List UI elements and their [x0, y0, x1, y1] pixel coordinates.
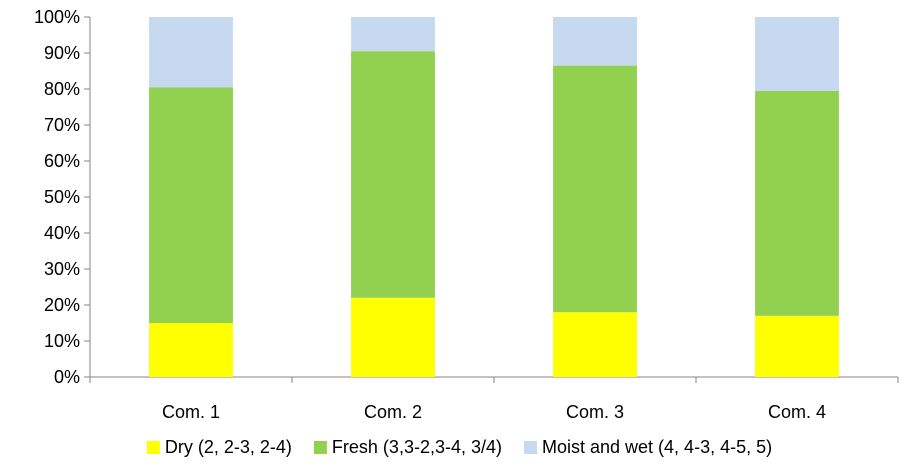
- y-tick-label: 40%: [44, 223, 80, 243]
- legend-swatch: [146, 441, 160, 454]
- y-axis: 0% 10% 20% 30% 40% 50% 60% 70% 80% 90% 100%: [34, 7, 91, 387]
- y-tick-label: 30%: [44, 259, 80, 279]
- bar-segment-series-2-cat-2: [351, 51, 435, 298]
- bar-segment-series-1-cat-4: [755, 315, 839, 377]
- x-tick-label: Com. 2: [364, 402, 422, 422]
- bar-segment-series-3-cat-3: [553, 17, 637, 66]
- bar-segment-series-3-cat-4: [755, 17, 839, 91]
- y-tick-label: 80%: [44, 79, 80, 99]
- y-tick-label: 50%: [44, 187, 80, 207]
- y-tick-label: 60%: [44, 151, 80, 171]
- legend-item-2: Fresh (3,3-2,3-4, 3/4): [313, 437, 502, 457]
- y-tick-label: 20%: [44, 295, 80, 315]
- legend-item-1: Dry (2, 2-3, 2-4): [146, 437, 292, 457]
- bars: [149, 17, 839, 377]
- bar-segment-series-1-cat-3: [553, 312, 637, 377]
- legend: Dry (2, 2-3, 2-4) Fresh (3,3-2,3-4, 3/4) M…: [146, 437, 772, 457]
- legend-label: Dry (2, 2-3, 2-4): [165, 437, 292, 457]
- legend-swatch: [524, 441, 537, 454]
- y-tick-label: 100%: [34, 7, 80, 27]
- x-tick-label: Com. 3: [566, 402, 624, 422]
- legend-item-3: Moist and wet (4, 4-3, 4-5, 5): [524, 437, 772, 457]
- x-tick-label: Com. 4: [768, 402, 826, 422]
- legend-label: Fresh (3,3-2,3-4, 3/4): [332, 437, 502, 457]
- y-tick-label: 90%: [44, 43, 80, 63]
- bar-segment-series-2-cat-1: [149, 87, 233, 323]
- bar-segment-series-3-cat-1: [149, 17, 233, 88]
- bar-segment-series-3-cat-2: [351, 17, 435, 52]
- y-tick-label: 0%: [54, 367, 80, 387]
- y-tick-label: 10%: [44, 331, 80, 351]
- legend-swatch: [313, 441, 327, 454]
- x-axis: Com. 1 Com. 2 Com. 3 Com. 4: [89, 376, 899, 422]
- bar-segment-series-1-cat-1: [149, 323, 233, 377]
- y-tick-label: 70%: [44, 115, 80, 135]
- bar-segment-series-1-cat-2: [351, 297, 435, 377]
- x-tick-label: Com. 1: [162, 402, 220, 422]
- bar-segment-series-2-cat-3: [553, 65, 637, 313]
- bar-segment-series-2-cat-4: [755, 90, 839, 316]
- legend-label: Moist and wet (4, 4-3, 4-5, 5): [542, 437, 772, 457]
